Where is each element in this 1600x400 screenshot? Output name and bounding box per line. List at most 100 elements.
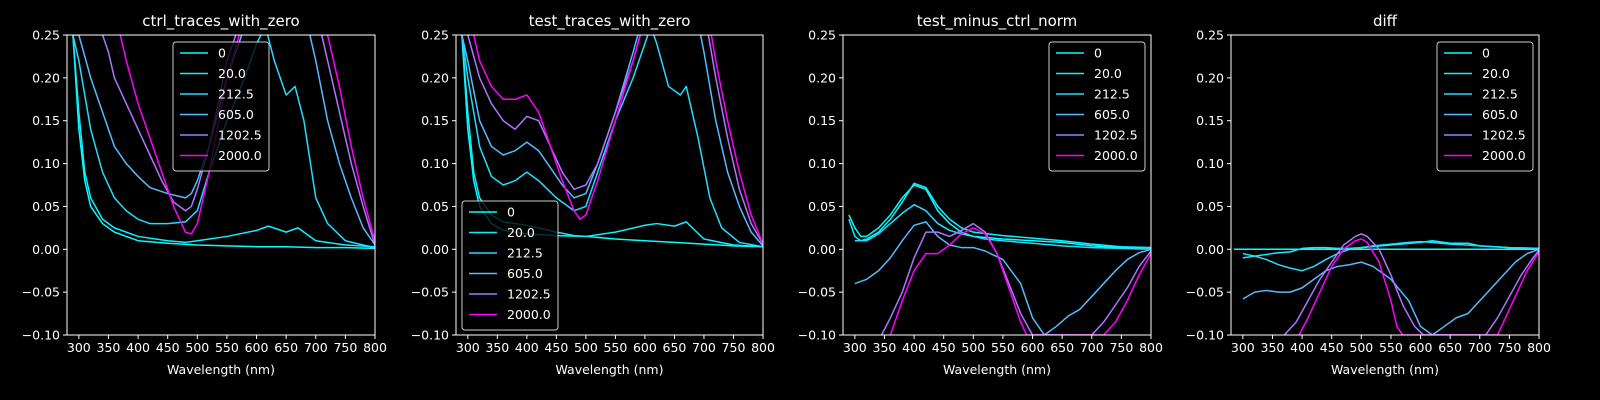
y-tick-label: 0.00: [1196, 242, 1224, 257]
legend-entry: 605.0: [218, 107, 254, 122]
axes-frame: [842, 34, 1152, 336]
series-line-2000.0: [119, 35, 375, 241]
y-tick-label: 0.25: [1196, 28, 1224, 43]
y-tick-label: 0.10: [808, 156, 836, 171]
y-tick-label: 0.25: [808, 28, 836, 43]
series-line-2000.0: [472, 35, 763, 245]
axes-frame: [455, 34, 764, 336]
x-tick-label: 750: [722, 340, 746, 355]
legend-entry: 1202.5: [507, 287, 551, 302]
x-tick-label: 300: [1231, 340, 1255, 355]
legend-entry: 212.5: [1094, 87, 1130, 102]
legend: 0 20.0 212.5 605.0 1202.5 2000.0: [461, 200, 559, 331]
x-tick-label: 500: [1349, 340, 1373, 355]
x-tick-label: 400: [515, 340, 539, 355]
x-tick-label: 400: [126, 340, 150, 355]
x-tick-label: 550: [991, 340, 1015, 355]
legend-entry: 20.0: [218, 66, 246, 81]
x-tick-label: 750: [333, 340, 357, 355]
x-tick-label: 550: [1379, 340, 1403, 355]
legend-entry: 20.0: [507, 225, 535, 240]
legend-entry: 0: [507, 205, 515, 220]
y-tick-label: −0.05: [798, 285, 836, 300]
y-tick-label: 0.05: [421, 199, 449, 214]
x-tick-label: 600: [1409, 340, 1433, 355]
legend-entry: 605.0: [1094, 107, 1130, 122]
x-tick-label: 300: [67, 340, 91, 355]
x-tick-label: 800: [751, 340, 775, 355]
x-tick-label: 700: [1468, 340, 1492, 355]
legend-entry: 0: [218, 46, 226, 61]
y-tick-label: 0.10: [1196, 156, 1224, 171]
legend: 0 20.0 212.5 605.0 1202.5 2000.0: [1048, 41, 1146, 172]
plot-area: [848, 182, 1151, 335]
y-tick-label: 0.25: [421, 28, 449, 43]
y-tick-label: −0.05: [22, 285, 60, 300]
x-tick-label: 650: [274, 340, 298, 355]
legend-entry: 2000.0: [1482, 148, 1526, 163]
series-line-0: [72, 35, 375, 250]
x-tick-label: 600: [245, 340, 269, 355]
series-line-2000.0: [889, 227, 1151, 335]
chart-title: ctrl_traces_with_zero: [142, 12, 299, 31]
legend-entry: 1202.5: [1482, 128, 1526, 143]
legend-entry: 212.5: [218, 87, 254, 102]
series-line-212.5: [1242, 240, 1539, 272]
y-tick-label: 0.05: [32, 199, 60, 214]
series-line-605.0: [72, 35, 375, 246]
y-tick-label: 0.00: [421, 242, 449, 257]
plot-area: [1233, 233, 1539, 335]
x-tick-label: 650: [663, 340, 687, 355]
y-tick-label: 0.15: [1196, 113, 1224, 128]
series-line-1202.5: [1283, 233, 1539, 335]
series-line-605.0: [854, 221, 1151, 335]
legend-entry: 1202.5: [218, 128, 262, 143]
y-tick-label: 0.10: [32, 156, 60, 171]
x-axis-label: Wavelength (nm): [167, 362, 275, 377]
y-tick-label: 0.15: [32, 113, 60, 128]
axes-frame: [1230, 34, 1540, 336]
legend-entry: 605.0: [507, 266, 543, 281]
chart-title: diff: [1373, 12, 1398, 30]
y-tick-label: −0.10: [411, 328, 449, 343]
y-tick-label: 0.15: [808, 113, 836, 128]
y-tick-label: −0.10: [22, 328, 60, 343]
y-tick-label: 0.05: [1196, 199, 1224, 214]
x-tick-label: 350: [1261, 340, 1285, 355]
x-tick-label: 350: [485, 340, 509, 355]
x-tick-label: 450: [156, 340, 180, 355]
chart-title: test_minus_ctrl_norm: [917, 12, 1078, 31]
x-tick-label: 600: [1021, 340, 1045, 355]
x-tick-label: 350: [97, 340, 121, 355]
legend: 0 20.0 212.5 605.0 1202.5 2000.0: [1436, 41, 1534, 172]
chart-title: test_traces_with_zero: [529, 12, 691, 31]
x-axis-label: Wavelength (nm): [1331, 362, 1439, 377]
x-axis-label: Wavelength (nm): [943, 362, 1051, 377]
y-tick-label: 0.15: [421, 113, 449, 128]
y-tick-label: 0.05: [808, 199, 836, 214]
x-tick-label: 800: [363, 340, 387, 355]
x-tick-label: 700: [1080, 340, 1104, 355]
axes-frame: [66, 34, 376, 336]
series-line-212.5: [854, 203, 1151, 251]
chart-panel-2: 300 350 400 450 500 550 600 650 700 750 800 −0.10 −0…: [411, 12, 775, 377]
x-axis-label: Wavelength (nm): [556, 362, 664, 377]
y-tick-label: 0.10: [421, 156, 449, 171]
x-tick-label: 650: [1050, 340, 1074, 355]
x-tick-label: 500: [961, 340, 985, 355]
y-tick-label: −0.05: [411, 285, 449, 300]
x-tick-label: 400: [902, 340, 926, 355]
legend-entry: 1202.5: [1094, 128, 1138, 143]
legend: 0 20.0 212.5 605.0 1202.5 2000.0: [172, 41, 270, 172]
x-tick-label: 450: [932, 340, 956, 355]
y-tick-label: 0.25: [32, 28, 60, 43]
chart-panel-1: 300 350 400 450 500 550 600 650 700 750 800 −0.10 −0…: [22, 12, 387, 377]
series-line-1202.5: [467, 35, 763, 245]
series-line-20.0: [72, 35, 375, 248]
x-tick-label: 550: [215, 340, 239, 355]
legend-entry: 20.0: [1482, 66, 1510, 81]
y-tick-label: −0.05: [1186, 285, 1224, 300]
y-tick-label: 0.20: [421, 70, 449, 85]
series-line-605.0: [1242, 248, 1539, 335]
x-tick-label: 800: [1527, 340, 1551, 355]
